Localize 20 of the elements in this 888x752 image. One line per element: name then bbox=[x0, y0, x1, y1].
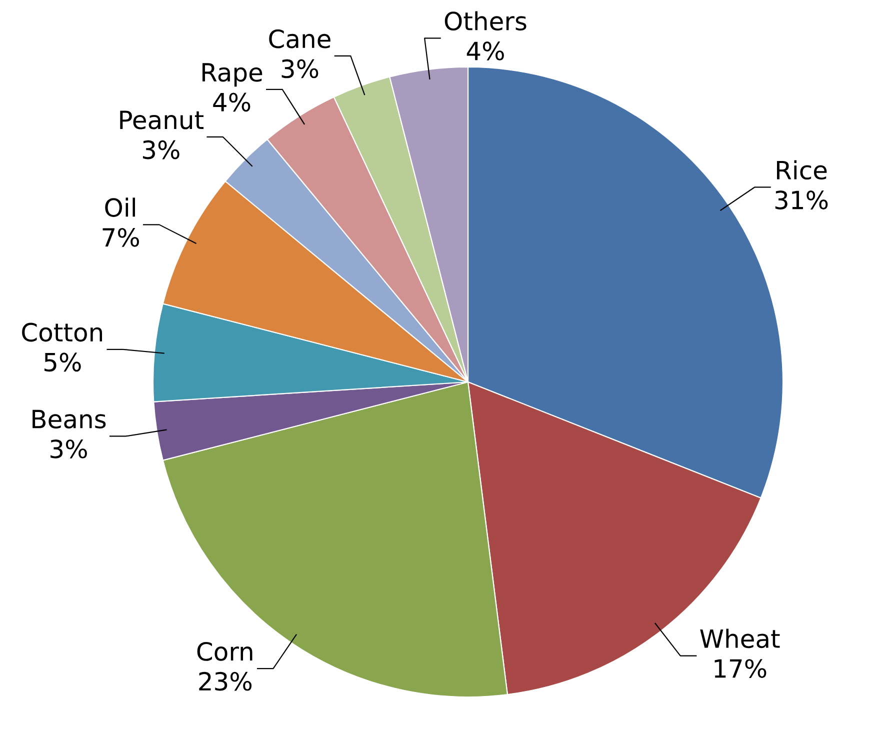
slice-label: Wheat bbox=[700, 628, 780, 648]
slice-label: Oil bbox=[105, 198, 135, 217]
data-label: 31% bbox=[775, 190, 828, 210]
slice-label: Cane bbox=[269, 29, 330, 48]
data-label: 7% bbox=[102, 228, 139, 247]
data-label: 23% bbox=[199, 672, 252, 691]
slice-label: Peanut bbox=[120, 110, 204, 130]
slice-label: Cotton bbox=[22, 322, 102, 342]
data-label: 5% bbox=[44, 352, 81, 372]
slice-label: Others bbox=[444, 11, 526, 31]
slice-label: Corn bbox=[197, 642, 252, 661]
data-label: 17% bbox=[714, 659, 766, 678]
slice-label: Rice bbox=[776, 160, 827, 180]
slice-label: Beans bbox=[32, 410, 106, 429]
data-label: 3% bbox=[50, 439, 87, 458]
data-label: 4% bbox=[466, 42, 504, 60]
data-label: 3% bbox=[142, 140, 180, 160]
slice-label: Rape bbox=[202, 63, 262, 87]
data-label: 3% bbox=[282, 59, 318, 78]
data-label: 4% bbox=[213, 92, 250, 112]
